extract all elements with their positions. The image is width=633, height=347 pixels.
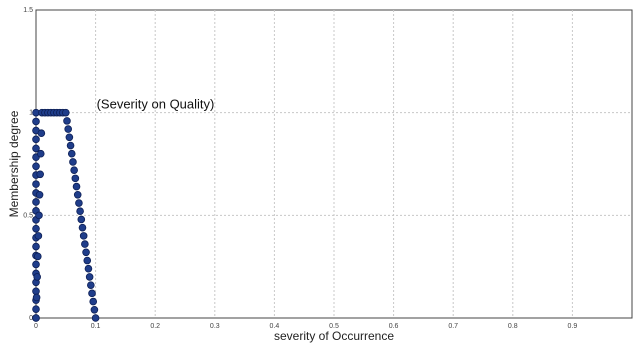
data-point bbox=[87, 281, 95, 289]
x-tick-label: 0.6 bbox=[389, 323, 399, 330]
data-point bbox=[75, 199, 83, 207]
data-point bbox=[32, 314, 40, 322]
data-point bbox=[79, 232, 88, 240]
data-point bbox=[32, 293, 41, 302]
x-tick-label: 0.8 bbox=[508, 323, 518, 330]
data-point bbox=[35, 211, 43, 220]
data-point bbox=[91, 314, 100, 322]
x-tick-label: 0.4 bbox=[270, 323, 280, 330]
x-tick-label: 0.9 bbox=[568, 323, 578, 330]
data-point bbox=[32, 260, 40, 269]
data-point bbox=[69, 158, 77, 166]
y-tick-label: 1 bbox=[29, 110, 33, 117]
x-tick-label: 0.2 bbox=[150, 323, 160, 330]
data-point bbox=[62, 108, 70, 117]
data-point bbox=[72, 182, 81, 191]
grid-lines bbox=[36, 10, 632, 318]
data-point bbox=[33, 273, 41, 281]
data-point bbox=[63, 117, 71, 125]
data-point bbox=[33, 252, 42, 261]
data-point bbox=[84, 264, 93, 273]
data-point bbox=[90, 305, 99, 314]
data-point bbox=[88, 289, 96, 298]
x-tick-label: 0.1 bbox=[91, 323, 101, 330]
data-point bbox=[32, 180, 40, 188]
data-point bbox=[85, 273, 94, 281]
y-axis-label: Membership degree bbox=[7, 110, 21, 217]
data-point bbox=[81, 240, 89, 248]
data-point bbox=[32, 162, 40, 171]
data-point bbox=[32, 135, 40, 144]
data-point bbox=[35, 191, 44, 199]
x-axis-ticks: 0 0.1 0.2 0.3 0.4 0.5 0.6 0.7 0.8 0.9 bbox=[34, 323, 577, 330]
data-point bbox=[65, 133, 74, 142]
data-series bbox=[32, 108, 100, 322]
x-tick-label: 0 bbox=[34, 323, 38, 330]
data-point bbox=[36, 149, 45, 158]
data-point bbox=[37, 129, 46, 138]
data-point bbox=[36, 170, 44, 179]
data-point bbox=[32, 224, 40, 233]
data-point bbox=[32, 305, 40, 313]
data-point bbox=[82, 248, 90, 257]
data-point bbox=[67, 149, 76, 158]
y-tick-label: 0.5 bbox=[23, 212, 33, 219]
x-axis-label: severity of Occurrence bbox=[274, 329, 394, 343]
chart-annotation: (Severity on Quality) bbox=[97, 97, 215, 112]
data-point bbox=[64, 125, 72, 133]
data-point bbox=[70, 166, 78, 174]
data-point bbox=[76, 207, 84, 216]
data-point bbox=[83, 256, 92, 265]
y-tick-label: 1.5 bbox=[23, 7, 33, 14]
data-point bbox=[71, 174, 80, 183]
data-point bbox=[32, 198, 40, 206]
data-point bbox=[78, 223, 87, 232]
y-tick-label: 0 bbox=[29, 315, 33, 322]
data-point bbox=[32, 144, 40, 153]
y-axis-ticks: 0 0.5 1 1.5 bbox=[23, 7, 33, 322]
x-tick-label: 0.7 bbox=[448, 323, 458, 330]
data-point bbox=[34, 232, 43, 240]
data-point bbox=[32, 287, 40, 296]
data-point bbox=[73, 191, 82, 199]
data-point bbox=[77, 215, 86, 224]
data-point bbox=[89, 297, 98, 306]
x-tick-label: 0.3 bbox=[210, 323, 220, 330]
data-point bbox=[32, 242, 40, 251]
data-point bbox=[32, 117, 40, 126]
x-tick-label: 0.5 bbox=[329, 323, 339, 330]
data-point bbox=[66, 141, 75, 150]
